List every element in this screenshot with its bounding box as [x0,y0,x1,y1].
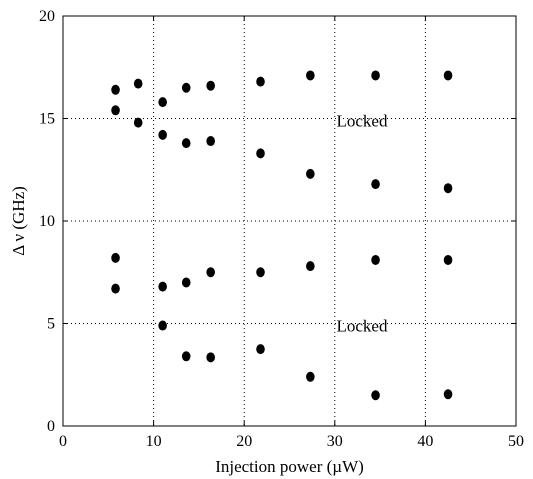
data-point [133,78,143,89]
data-point [111,84,120,95]
x-axis-label: Injection power (µW) [215,457,364,476]
data-point [256,76,265,87]
data-point [371,70,380,81]
data-point [133,117,143,128]
data-point [256,148,265,159]
y-tick-label: 20 [39,8,55,25]
data-point [306,70,315,81]
data-point [256,344,265,355]
locked-annotation: Locked [336,112,387,131]
locked-annotation: Locked [336,317,387,336]
data-point [181,138,191,149]
x-tick-label: 30 [327,433,343,450]
x-tick-label: 0 [59,433,67,450]
data-point [371,254,380,265]
y-tick-label: 5 [47,316,55,333]
y-tick-label: 0 [47,418,55,435]
data-points [111,70,453,401]
y-axis-label: Δ ν (GHz) [9,186,28,256]
x-tick-label: 50 [508,433,524,450]
data-point [111,105,120,116]
data-point [158,97,167,108]
data-point [371,179,380,190]
data-point [443,254,453,265]
x-tick-label: 20 [236,433,252,450]
data-point [181,351,191,362]
data-point [111,283,120,294]
data-point [256,267,265,278]
data-point [158,281,167,292]
data-point [111,252,120,263]
data-point [443,70,453,81]
y-tick-label: 15 [39,111,55,128]
data-point [206,136,215,147]
data-point [181,277,191,288]
grid-lines [63,16,516,426]
data-point [181,82,191,93]
axis-ticks: 0 10 20 30 40 50 0 5 10 15 20 [39,8,524,450]
data-point [206,352,215,363]
data-point [206,267,215,278]
data-point [158,129,167,140]
data-point [306,261,315,272]
x-tick-label: 10 [146,433,162,450]
annotations: Locked Locked [336,112,387,336]
data-point [158,320,167,331]
y-tick-label: 10 [39,213,55,230]
data-point [306,168,315,179]
x-tick-label: 40 [417,433,433,450]
data-point [206,80,215,91]
data-point [306,371,315,382]
data-point [371,390,380,401]
data-point [443,183,453,194]
data-point [443,389,453,400]
